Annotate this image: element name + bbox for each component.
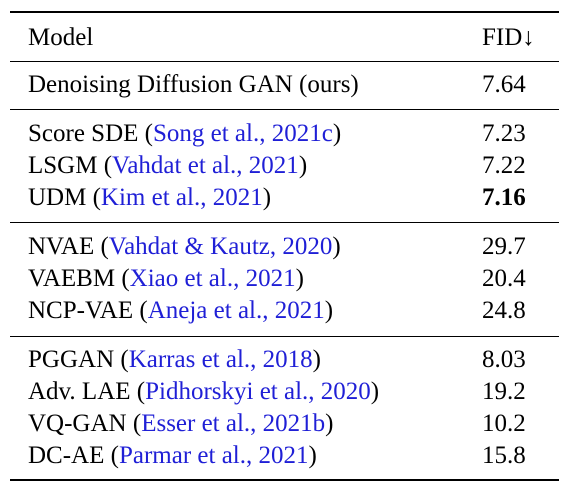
header-rule <box>10 61 559 62</box>
table-row: PGGAN (Karras et al., 2018) 8.03 <box>0 344 569 376</box>
citation-link[interactable]: Kim et al., 2021 <box>100 184 263 211</box>
fid-value: 15.8 <box>482 442 526 469</box>
model-label: VAEBM <box>28 265 116 292</box>
fid-value: 7.64 <box>482 71 526 98</box>
model-label: NVAE <box>28 233 95 260</box>
fid-value-best: 7.16 <box>482 184 526 211</box>
citation-link[interactable]: Xiao et al., 2021 <box>129 265 296 292</box>
fid-value: 20.4 <box>482 265 526 292</box>
citation-link[interactable]: Pidhorskyi et al., 2020 <box>145 378 371 405</box>
model-label: PGGAN <box>28 346 115 373</box>
model-label: NCP-VAE <box>28 297 134 324</box>
model-label: Adv. LAE <box>28 378 131 405</box>
table-row: Score SDE (Song et al., 2021c) 7.23 <box>0 118 569 150</box>
model-name: Score SDE (Song et al., 2021c) <box>28 120 342 147</box>
table-row: Denoising Diffusion GAN (ours) 7.64 <box>0 69 569 101</box>
group-rule <box>10 109 559 110</box>
fid-value: 10.2 <box>482 410 526 437</box>
model-name: NCP-VAE (Aneja et al., 2021) <box>28 297 334 324</box>
citation-link[interactable]: Vahdat et al., 2021 <box>112 152 299 179</box>
fid-value: 7.22 <box>482 152 526 179</box>
citation-link[interactable]: Song et al., 2021c <box>152 120 333 147</box>
bottom-rule <box>10 479 559 481</box>
model-label: Denoising Diffusion GAN (ours) <box>28 71 359 98</box>
header-fid: FID↓ <box>482 24 535 51</box>
citation-link[interactable]: Aneja et al., 2021 <box>147 297 325 324</box>
group-rule <box>10 222 559 223</box>
model-name: PGGAN (Karras et al., 2018) <box>28 346 321 373</box>
table-row: LSGM (Vahdat et al., 2021) 7.22 <box>0 150 569 182</box>
citation-link[interactable]: Parmar et al., 2021 <box>118 442 309 469</box>
table-row: VQ-GAN (Esser et al., 2021b) 10.2 <box>0 408 569 440</box>
citation-link[interactable]: Karras et al., 2018 <box>128 346 313 373</box>
model-name: LSGM (Vahdat et al., 2021) <box>28 152 308 179</box>
model-label: Score SDE <box>28 120 139 147</box>
table-row: DC-AE (Parmar et al., 2021) 15.8 <box>0 440 569 472</box>
model-name: VQ-GAN (Esser et al., 2021b) <box>28 410 334 437</box>
model-name: DC-AE (Parmar et al., 2021) <box>28 442 317 469</box>
table-row: NCP-VAE (Aneja et al., 2021) 24.8 <box>0 295 569 327</box>
model-name: NVAE (Vahdat & Kautz, 2020) <box>28 233 341 260</box>
fid-value: 24.8 <box>482 297 526 324</box>
header-row: Model FID↓ <box>0 22 569 54</box>
table-row: VAEBM (Xiao et al., 2021) 20.4 <box>0 263 569 295</box>
model-label: VQ-GAN <box>28 410 127 437</box>
model-name: UDM (Kim et al., 2021) <box>28 184 272 211</box>
citation-link[interactable]: Vahdat & Kautz, 2020 <box>108 233 333 260</box>
model-label: DC-AE <box>28 442 105 469</box>
table-row: Adv. LAE (Pidhorskyi et al., 2020) 19.2 <box>0 376 569 408</box>
model-label: UDM <box>28 184 87 211</box>
citation-link[interactable]: Esser et al., 2021b <box>141 410 326 437</box>
top-rule <box>10 11 559 13</box>
model-name: Adv. LAE (Pidhorskyi et al., 2020) <box>28 378 380 405</box>
model-label: LSGM <box>28 152 98 179</box>
table-row: UDM (Kim et al., 2021) 7.16 <box>0 182 569 214</box>
header-model: Model <box>28 24 94 51</box>
fid-value: 7.23 <box>482 120 526 147</box>
group-rule <box>10 336 559 337</box>
model-name: VAEBM (Xiao et al., 2021) <box>28 265 304 292</box>
fid-value: 8.03 <box>482 346 526 373</box>
model-name: Denoising Diffusion GAN (ours) <box>28 69 359 101</box>
table-row: NVAE (Vahdat & Kautz, 2020) 29.7 <box>0 231 569 263</box>
fid-value: 29.7 <box>482 233 526 260</box>
fid-value: 19.2 <box>482 378 526 405</box>
